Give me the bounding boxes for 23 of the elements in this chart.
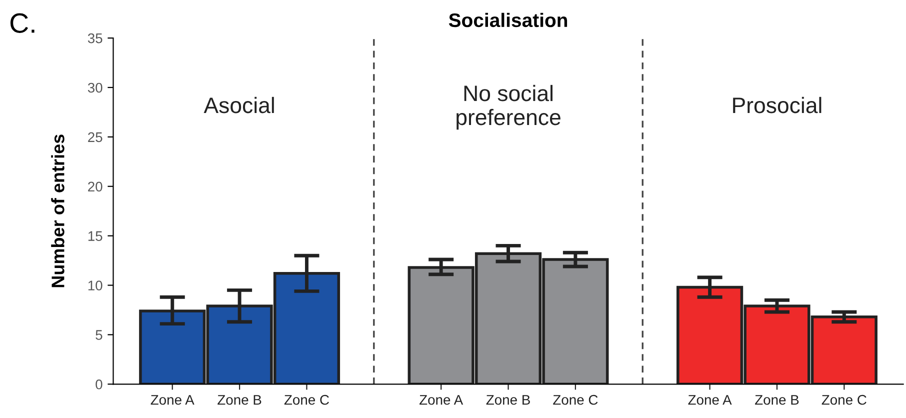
annotation: No social preference	[456, 84, 560, 130]
y-tick-label: 15	[88, 231, 102, 241]
annotation: Asocial	[204, 96, 274, 114]
x-tick-label: Zone B	[486, 395, 530, 405]
y-tick-label: 0	[96, 379, 102, 390]
x-tick-label: Zone C	[553, 394, 598, 405]
chart-title: Socialisation	[448, 12, 568, 28]
y-tick-label: 5	[96, 330, 102, 340]
y-tick-label: 20	[88, 182, 102, 192]
y-tick-label: 25	[88, 132, 102, 142]
text: C.	[10, 13, 34, 33]
x-tick-label: Zone C	[284, 394, 329, 405]
y-tick-label: 35	[88, 33, 102, 44]
x-tick-label: Zone C	[822, 394, 866, 405]
x-tick-label: Zone B	[755, 395, 799, 405]
annotation: Prosocial	[733, 96, 822, 114]
y-tick-label: 10	[88, 280, 102, 290]
x-tick-label: Zone A	[688, 395, 732, 405]
x-tick-label: Zone B	[218, 395, 262, 405]
y-tick-label: 30	[88, 82, 102, 93]
y-axis-title: Number of entries	[51, 134, 64, 288]
x-tick-label: Zone A	[150, 395, 194, 405]
x-tick-label: Zone A	[420, 395, 464, 405]
